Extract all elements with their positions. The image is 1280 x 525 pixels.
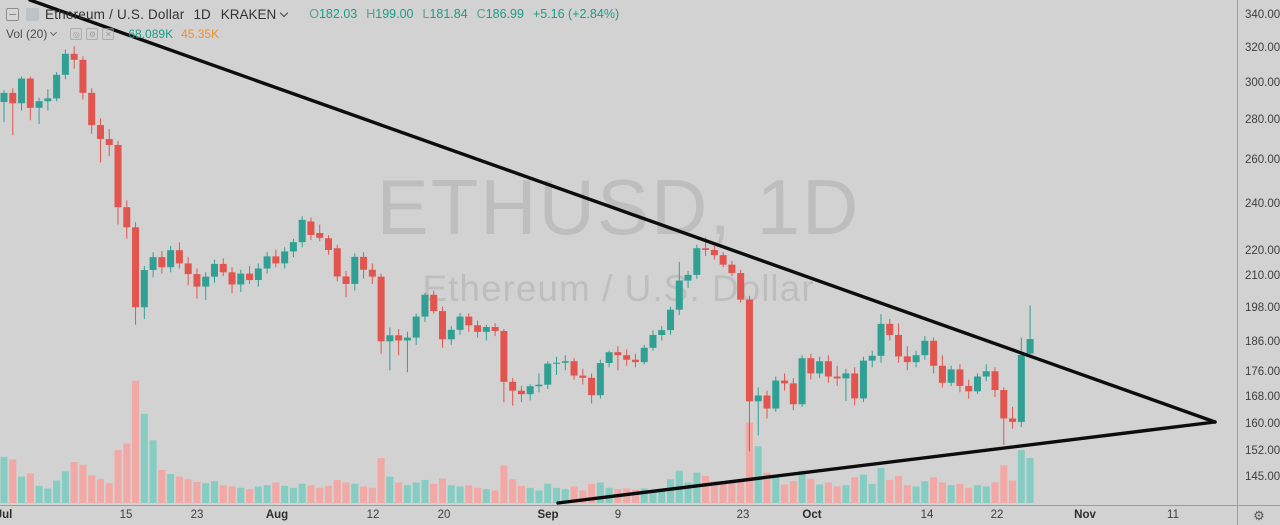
price-tick-label: 280.00 — [1245, 114, 1280, 127]
time-tick-label: 23 — [736, 509, 750, 521]
gear-icon[interactable]: ⚙ — [86, 28, 99, 40]
price-tick-label: 320.00 — [1245, 41, 1280, 54]
close-icon[interactable]: ✕ — [102, 28, 115, 40]
price-tick-label: 210.00 — [1245, 270, 1280, 283]
volume-ma-value: 45.35K — [181, 27, 220, 41]
time-tick-label: Sep — [537, 509, 559, 521]
time-axis[interactable]: Jul 15 23 Aug 12 20 Sep 9 23 Oct 14 22 Nov 11 — [0, 505, 1237, 525]
change-value: +5.16 (+2.84%) — [532, 7, 620, 21]
price-tick-label: 260.00 — [1245, 154, 1280, 167]
time-tick-label: 14 — [920, 509, 934, 521]
ohlc-values: O182.03 H199.00 L181.84 C186.99 +5.16 (+… — [309, 7, 619, 21]
low-value: L181.84 — [422, 7, 468, 21]
price-tick-label: 176.00 — [1245, 365, 1280, 378]
price-tick-label: 220.00 — [1245, 244, 1280, 257]
price-tick-label: 160.00 — [1245, 417, 1280, 430]
price-tick-label: 186.00 — [1245, 335, 1280, 348]
exchange-label[interactable]: KRAKEN — [220, 6, 277, 22]
price-tick-label: 300.00 — [1245, 76, 1280, 89]
price-tick-label: 240.00 — [1245, 197, 1280, 210]
eye-icon[interactable]: ◎ — [70, 28, 83, 40]
time-tick-label: Aug — [265, 509, 289, 521]
time-tick-label: Jul — [0, 509, 13, 521]
chevron-down-icon[interactable] — [280, 8, 289, 17]
volume-indicator-label[interactable]: Vol (20) — [6, 27, 48, 41]
axis-corner-box: ⚙ — [1237, 505, 1280, 525]
price-tick-label: 145.00 — [1245, 470, 1280, 483]
price-axis[interactable]: 340.00 320.00 300.00 280.00 260.00 240.00 220.… — [1237, 0, 1280, 505]
axis-settings-icon[interactable]: ⚙ — [1253, 508, 1265, 523]
price-tick-label: 198.00 — [1245, 302, 1280, 315]
time-tick-label: 12 — [366, 509, 380, 521]
price-tick-label: 168.00 — [1245, 391, 1280, 404]
volume-current-value: 68.089K — [128, 27, 174, 41]
time-tick-label: Nov — [1074, 509, 1096, 521]
time-tick-label: 15 — [119, 509, 133, 521]
chevron-down-icon[interactable] — [50, 28, 58, 37]
time-tick-label: 23 — [190, 509, 204, 521]
indicator-actions: ◎ ⚙ ✕ — [70, 28, 118, 40]
time-tick-label: Oct — [802, 509, 822, 521]
chart-legend: Ethereum / U.S. Dollar 1D KRAKEN O182.03… — [6, 5, 619, 42]
symbol-legend-row: Ethereum / U.S. Dollar 1D KRAKEN O182.03… — [6, 5, 619, 23]
time-tick-label: 20 — [437, 509, 451, 521]
close-value: C186.99 — [476, 7, 524, 21]
time-tick-label: 11 — [1167, 509, 1179, 521]
legend-collapse-icon[interactable] — [6, 7, 19, 21]
high-value: H199.00 — [366, 7, 414, 21]
volume-indicator-row: Vol (20) ◎ ⚙ ✕ 68.089K 45.35K — [6, 26, 619, 42]
open-value: O182.03 — [309, 7, 358, 21]
instrument-logo-icon — [26, 7, 39, 21]
price-tick-label: 152.00 — [1245, 445, 1280, 458]
symbol-title[interactable]: Ethereum / U.S. Dollar — [45, 6, 185, 22]
time-tick-label: 9 — [614, 509, 622, 521]
time-tick-label: 22 — [990, 509, 1004, 521]
price-tick-label: 340.00 — [1245, 9, 1280, 21]
interval-label[interactable]: 1D — [193, 6, 211, 22]
